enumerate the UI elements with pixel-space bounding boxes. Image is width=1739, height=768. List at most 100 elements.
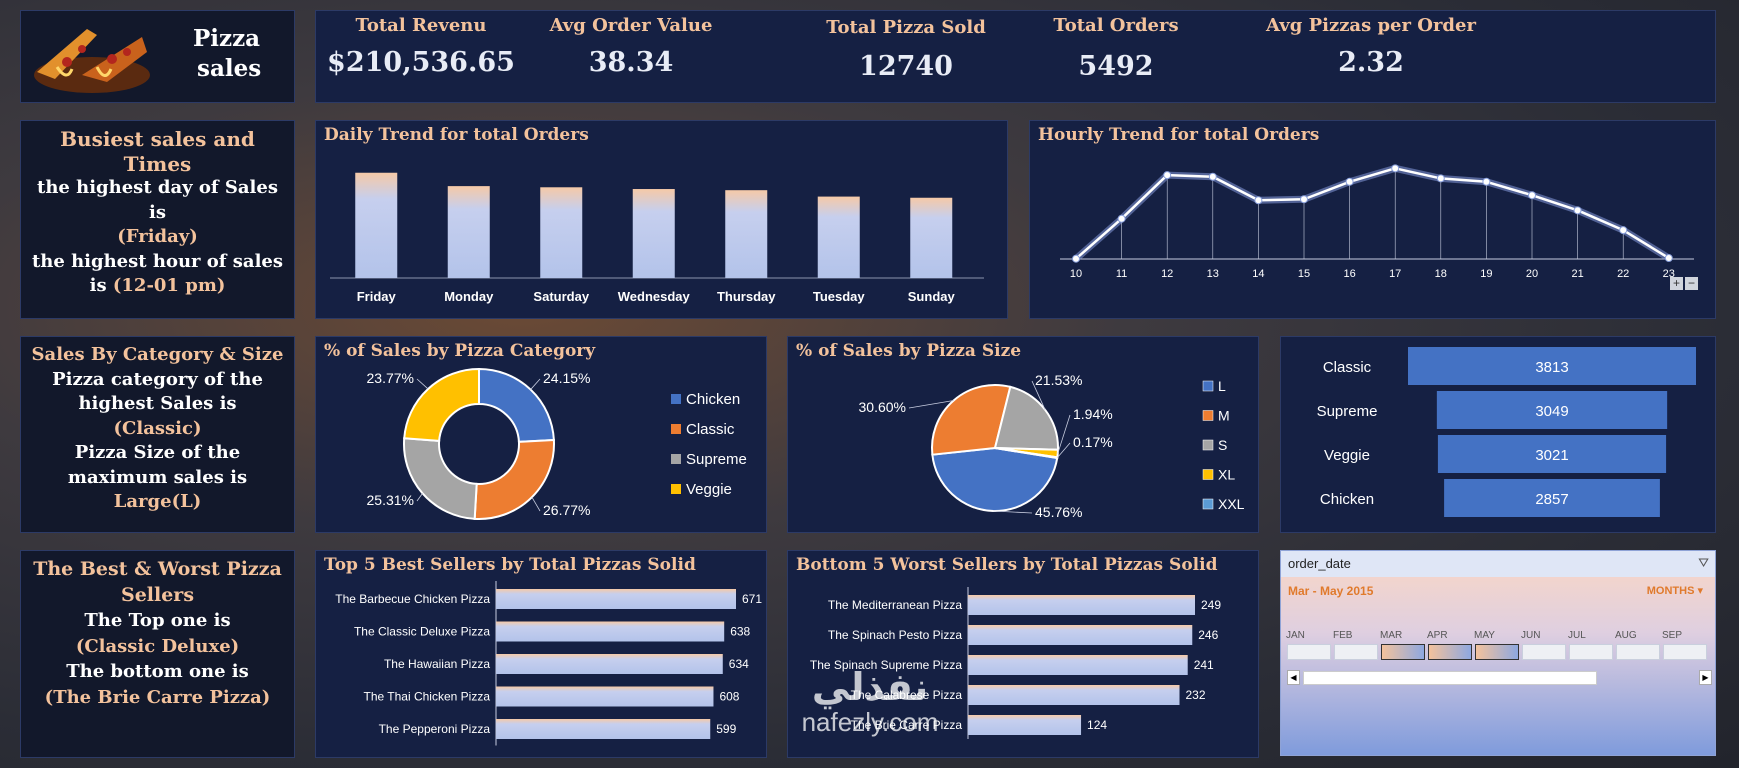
- filter-clear-icon[interactable]: ⛛: [1698, 555, 1709, 570]
- insight-busiest-line-2: is: [149, 201, 166, 223]
- size-legend-swatch: [1202, 498, 1214, 510]
- hbar-value-label: 241: [1194, 658, 1214, 672]
- hbar-value-label: 249: [1201, 598, 1221, 612]
- timeline-scroll-left[interactable]: ◀: [1287, 670, 1300, 685]
- size-leader-line: [1057, 414, 1071, 454]
- hbar-value-label: 671: [742, 592, 762, 606]
- category-slice: [403, 367, 480, 442]
- category-bar-value: 3813: [1535, 359, 1568, 376]
- top5-title: Top 5 Best Sellers by Total Pizzas Solid: [324, 555, 696, 575]
- size-legend-swatch: [1202, 380, 1214, 392]
- daily-tick-label: Saturday: [533, 289, 589, 304]
- size-legend-swatch: [1202, 469, 1214, 480]
- size-pie-chart: 45.76% 30.60% 21.53% 1.94% 0.17% LMS XL XXL: [859, 372, 1245, 520]
- insight-category-title: Sales By Category & Size: [31, 344, 284, 365]
- insight-busiest-title-1: Busiest sales and: [60, 127, 255, 151]
- hbar: [968, 715, 1082, 735]
- daily-bar: [632, 189, 675, 278]
- app-title-1: Pizza: [193, 25, 261, 52]
- insight-busiest-line-3: (Friday): [117, 226, 198, 247]
- category-legend-label: Chicken: [686, 391, 740, 408]
- timeline-month-cell[interactable]: [1334, 644, 1378, 660]
- hourly-tick-label: 15: [1298, 268, 1310, 280]
- size-legend-label: XL: [1218, 467, 1235, 483]
- hourly-tick-label: 21: [1571, 268, 1583, 280]
- category-legend-swatch: [671, 424, 681, 434]
- hourly-tick-label: 22: [1617, 268, 1629, 280]
- category-leader-line: [416, 378, 429, 390]
- category-slice: [473, 438, 555, 520]
- timeline-month-label: SEP: [1662, 630, 1683, 641]
- hourly-point: [1528, 191, 1536, 200]
- timeline-scrollbar[interactable]: [1303, 671, 1597, 685]
- timeline-level-dropdown[interactable]: MONTHS ▾: [1646, 585, 1703, 597]
- app-title-2: sales: [197, 55, 262, 82]
- hbar-value-label: 638: [730, 625, 750, 639]
- top5-bar-chart: The Barbecue Chicken Pizza 671 The Classic…: [335, 581, 762, 746]
- category-bar-label: Classic: [1323, 359, 1372, 376]
- size-legend-label: S: [1218, 437, 1227, 453]
- timeline-slicer[interactable]: order_date ⛛ Mar - May 2015 MONTHS ▾ JAN…: [1280, 550, 1716, 756]
- hourly-tick-label: 16: [1343, 268, 1355, 280]
- hbar: [968, 655, 1188, 675]
- bottom5-title: Bottom 5 Worst Sellers by Total Pizzas S…: [796, 555, 1218, 575]
- daily-bar: [355, 172, 398, 278]
- daily-tick-label: Sunday: [908, 289, 956, 304]
- kpi-value-aov: 38.34: [588, 47, 674, 78]
- hourly-tick-label: 12: [1161, 268, 1173, 280]
- hourly-tick-label: 11: [1116, 268, 1127, 280]
- pizza-logo-icon: [34, 29, 150, 93]
- timeline-month-cell[interactable]: [1475, 644, 1519, 660]
- daily-tick-label: Wednesday: [618, 289, 691, 304]
- timeline-scroll-right[interactable]: ▶: [1699, 670, 1712, 685]
- hbar-category-label: The Pepperoni Pizza: [379, 722, 491, 736]
- daily-bar: [447, 186, 490, 278]
- hourly-point: [1345, 177, 1354, 186]
- hbar: [496, 686, 714, 707]
- hourly-point: [1254, 196, 1263, 205]
- kpi-title-orders: Total Orders: [1053, 15, 1179, 36]
- zoom-out-button[interactable]: −: [1685, 277, 1698, 290]
- timeline-range-label: Mar - May 2015: [1288, 584, 1374, 598]
- insight-best-line-3: The bottom one is: [66, 661, 249, 682]
- watermark-arabic: نفذلي: [811, 667, 929, 709]
- insight-best-panel: The Best & Worst Pizza Sellers The Top o…: [20, 550, 295, 758]
- watermark-url: nafezly.com: [801, 707, 939, 737]
- insight-busiest-line-4: the highest hour of sales: [31, 250, 284, 272]
- category-leader-line: [416, 493, 423, 502]
- size-leader-line: [1031, 380, 1046, 411]
- timeline-month-cell[interactable]: [1381, 644, 1425, 660]
- daily-bar: [910, 197, 953, 278]
- hbar-category-label: The Spinach Supreme Pizza: [810, 658, 962, 672]
- timeline-month-cell[interactable]: [1663, 644, 1707, 660]
- size-data-label: 30.60%: [859, 399, 906, 415]
- hbar: [968, 625, 1193, 645]
- top5-panel: Top 5 Best Sellers by Total Pizzas Solid…: [315, 550, 767, 758]
- kpi-value-orders: 5492: [1078, 51, 1154, 82]
- timeline-month-cell[interactable]: [1287, 644, 1331, 660]
- category-bar-chart: 3813 Classic 3049 Supreme 3021 Veggie 2857 Chic…: [1317, 347, 1696, 517]
- size-slice: [993, 385, 1059, 451]
- hourly-point: [1619, 226, 1628, 235]
- timeline-month-cell[interactable]: [1616, 644, 1660, 660]
- zoom-in-button[interactable]: +: [1670, 277, 1683, 290]
- category-bar: [1408, 347, 1696, 385]
- hbar-category-label: The Mediterranean Pizza: [828, 598, 962, 612]
- insight-category-line-6: Large(L): [113, 491, 202, 512]
- insight-best-line-4: (The Brie Carre Pizza): [44, 686, 271, 708]
- hbar-category-label: The Classic Deluxe Pizza: [354, 625, 490, 639]
- hourly-tick-label: 20: [1526, 268, 1538, 280]
- insight-category-line-1: Pizza category of the: [52, 368, 263, 390]
- daily-bar: [817, 196, 860, 278]
- timeline-month-label: JUN: [1521, 630, 1541, 641]
- timeline-month-cell[interactable]: [1569, 644, 1613, 660]
- hourly-point: [1072, 254, 1080, 263]
- insight-busiest-title-2: Times: [123, 151, 192, 176]
- hourly-point: [1482, 177, 1491, 186]
- category-data-label: 23.77%: [367, 370, 414, 386]
- timeline-month-cell[interactable]: [1522, 644, 1566, 660]
- insight-best-line-2: (Classic Deluxe): [75, 635, 240, 657]
- kpi-value-revenue: $210,536.65: [327, 47, 515, 78]
- category-bar-panel: 3813 Classic 3049 Supreme 3021 Veggie 2857 Chic…: [1280, 336, 1716, 533]
- timeline-month-cell[interactable]: [1428, 644, 1472, 660]
